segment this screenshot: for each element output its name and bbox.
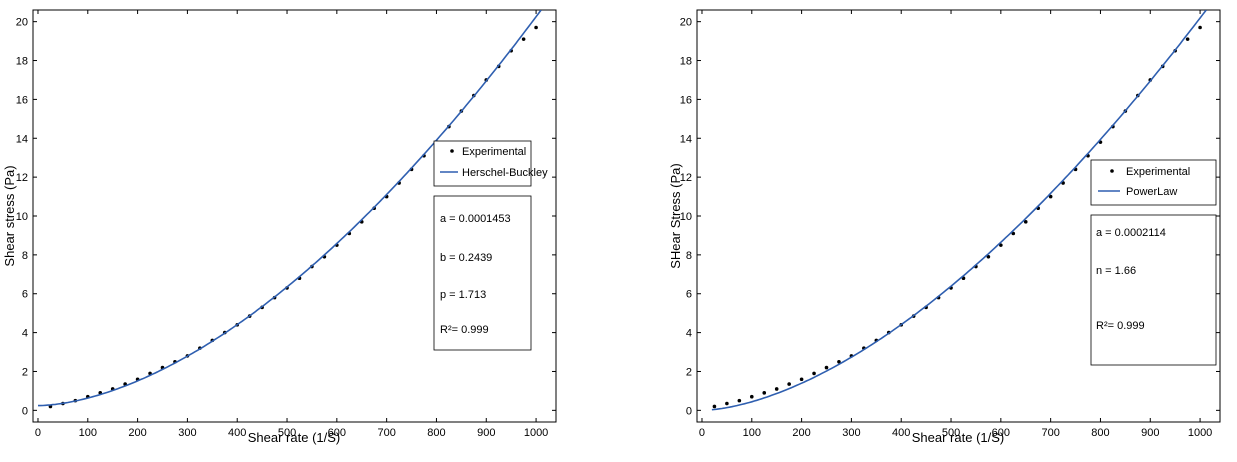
y-tick-label: 12 (16, 172, 28, 184)
param-r2: R²= 0.999 (1096, 320, 1145, 332)
y-tick-label: 8 (22, 250, 28, 262)
x-tick-label: 300 (178, 427, 196, 439)
param-b: b = 0.2439 (440, 252, 492, 264)
data-point (725, 401, 729, 406)
data-point (762, 391, 767, 395)
parameters-box: a = 0.0002114 n = 1.66 R²= 0.999 (1090, 214, 1217, 366)
data-point (521, 37, 526, 41)
param-n: n = 1.66 (1096, 265, 1136, 277)
x-tick-label: 400 (228, 427, 246, 439)
chart-herschel-buckley: 0 100 200 300 400 500 600 700 800 900 1000 0 2 4 6 8 10 1… (2, 9, 557, 445)
x-tick-label: 200 (792, 427, 810, 439)
x-tick-label: 300 (842, 427, 860, 439)
data-point (787, 382, 791, 386)
y-axis-label: SHear Stress (Pa) (668, 163, 683, 268)
param-r2: R²= 0.999 (440, 324, 489, 336)
data-point (1185, 37, 1190, 41)
legend-entry-experimental: Experimental (1126, 166, 1190, 178)
data-point (837, 359, 841, 364)
x-tick-label: 900 (1141, 427, 1159, 439)
y-tick-label: 18 (16, 56, 28, 68)
y-tick-label: 2 (22, 366, 28, 378)
y-tick-label: 20 (16, 17, 28, 29)
fit-line-group (38, 10, 542, 407)
param-a: a = 0.0002114 (1096, 227, 1166, 239)
params-frame (1090, 214, 1217, 366)
data-point (999, 243, 1003, 247)
data-point (1011, 231, 1016, 236)
x-tick-label: 700 (1041, 427, 1059, 439)
x-axis-label: Shear rate (1/S) (912, 430, 1005, 445)
param-a: a = 0.0001453 (440, 213, 511, 225)
x-tick-label: 500 (278, 427, 296, 439)
y-tick-label: 14 (680, 133, 692, 145)
x-tick-label: 0 (699, 427, 705, 439)
x-tick-label: 1000 (1188, 427, 1212, 439)
y-tick-label: 4 (686, 328, 692, 340)
legend-entry-fit: Herschel-Buckley (462, 167, 548, 179)
fit-line (711, 10, 1207, 411)
legend-point-marker (1110, 169, 1114, 173)
x-tick-label: 100 (743, 427, 761, 439)
data-point (1023, 220, 1028, 224)
data-point (737, 398, 742, 403)
legend: Experimental PowerLaw (1090, 159, 1217, 206)
x-tick-label: 900 (477, 427, 495, 439)
data-point (824, 365, 829, 370)
axis-ticks: 0 100 200 300 400 500 600 700 800 900 1000 0 2 4 6 8 10 1… (680, 10, 1220, 439)
legend-entry-fit: PowerLaw (1126, 186, 1177, 198)
y-tick-label: 0 (686, 405, 692, 417)
y-tick-label: 16 (16, 94, 28, 106)
legend-box (1090, 159, 1217, 206)
legend-entry-experimental: Experimental (462, 146, 526, 158)
legend-box (433, 140, 532, 187)
data-point (986, 255, 991, 259)
y-tick-label: 14 (16, 133, 28, 145)
y-tick-label: 10 (16, 211, 28, 223)
y-tick-label: 2 (686, 366, 692, 378)
axis-ticks: 0 100 200 300 400 500 600 700 800 900 1000 0 2 4 6 8 10 1… (16, 10, 556, 439)
y-tick-label: 0 (22, 405, 28, 417)
x-tick-label: 800 (427, 427, 445, 439)
data-point (774, 387, 779, 391)
fit-line (38, 10, 542, 407)
data-point (1198, 25, 1202, 30)
y-tick-label: 20 (680, 17, 692, 29)
data-point (812, 371, 816, 376)
legend-point-marker (450, 149, 454, 153)
data-point (1048, 194, 1053, 199)
y-tick-label: 4 (22, 328, 28, 340)
param-p: p = 1.713 (440, 289, 486, 301)
x-tick-label: 100 (79, 427, 97, 439)
x-tick-label: 600 (992, 427, 1010, 439)
data-point (712, 404, 717, 409)
y-tick-label: 10 (680, 211, 692, 223)
x-tick-label: 1000 (524, 427, 548, 439)
x-tick-label: 500 (942, 427, 960, 439)
data-point (534, 25, 538, 30)
x-tick-label: 0 (35, 427, 41, 439)
y-tick-label: 16 (680, 94, 692, 106)
y-tick-label: 18 (680, 56, 692, 68)
x-axis-label: Shear rate (1/S) (248, 430, 341, 445)
fit-line-group (711, 10, 1207, 411)
data-point (799, 377, 804, 382)
parameters-box: a = 0.0001453 b = 0.2439 p = 1.713 R²= 0… (433, 195, 532, 351)
x-tick-label: 400 (892, 427, 910, 439)
x-tick-label: 600 (328, 427, 346, 439)
x-tick-label: 700 (377, 427, 395, 439)
y-tick-label: 6 (22, 289, 28, 301)
x-tick-label: 200 (128, 427, 146, 439)
params-frame (433, 195, 532, 351)
x-tick-label: 800 (1091, 427, 1109, 439)
y-tick-label: 6 (686, 289, 692, 301)
chart-power-law: 0 100 200 300 400 500 600 700 800 900 1000 0 2 4 6 8 10 1… (668, 9, 1221, 445)
data-point (749, 394, 754, 399)
y-axis-label: Shear stress (Pa) (2, 165, 17, 266)
y-tick-label: 12 (680, 172, 692, 184)
legend: Experimental Herschel-Buckley (433, 140, 548, 187)
y-tick-label: 8 (686, 250, 692, 262)
